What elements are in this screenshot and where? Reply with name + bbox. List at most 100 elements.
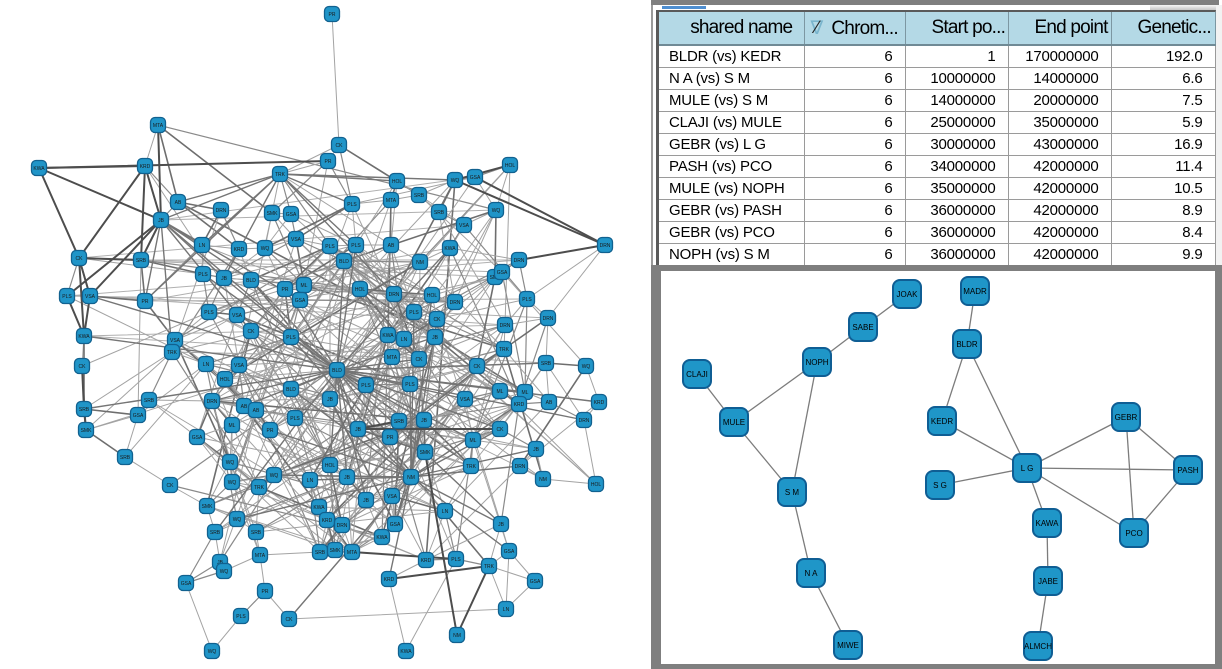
svg-text:PLS: PLS <box>405 382 415 388</box>
svg-text:SMK: SMK <box>330 548 342 554</box>
svg-text:AB: AB <box>175 200 182 206</box>
svg-text:SRB: SRB <box>394 419 405 425</box>
svg-text:JABE: JABE <box>1038 577 1058 586</box>
svg-text:NM: NM <box>539 477 547 483</box>
svg-text:WQ: WQ <box>261 246 270 252</box>
svg-text:MTA: MTA <box>153 123 164 129</box>
svg-text:MTA: MTA <box>255 553 266 559</box>
svg-text:GSA: GSA <box>390 522 401 528</box>
svg-text:PLS: PLS <box>204 310 214 316</box>
svg-text:ML: ML <box>301 283 308 289</box>
svg-text:WQ: WQ <box>270 473 279 479</box>
svg-text:WQ: WQ <box>208 649 217 655</box>
svg-text:JB: JB <box>344 475 351 481</box>
svg-text:WQ: WQ <box>451 178 460 184</box>
svg-text:WQ: WQ <box>220 569 229 575</box>
svg-text:KWA: KWA <box>376 535 388 541</box>
svg-text:KRD: KRD <box>322 518 333 524</box>
svg-text:PASH: PASH <box>1177 466 1198 475</box>
svg-text:PLS: PLS <box>325 244 335 250</box>
svg-text:DRN: DRN <box>450 300 461 306</box>
svg-text:LN: LN <box>307 478 314 484</box>
svg-text:GSA: GSA <box>530 579 541 585</box>
svg-text:JB: JB <box>533 447 540 453</box>
svg-text:TRK: TRK <box>254 485 265 491</box>
svg-text:SRB: SRB <box>541 361 552 367</box>
svg-text:PR: PR <box>282 287 289 293</box>
svg-text:PLS: PLS <box>451 557 461 563</box>
svg-text:TRK: TRK <box>466 464 477 470</box>
svg-text:KRD: KRD <box>140 164 151 170</box>
svg-text:GSA: GSA <box>470 175 481 181</box>
svg-text:BLD: BLD <box>246 278 256 284</box>
svg-text:SMK: SMK <box>81 428 93 434</box>
svg-text:NM: NM <box>416 260 424 266</box>
svg-text:S M: S M <box>785 488 800 497</box>
svg-text:SRB: SRB <box>144 398 155 404</box>
svg-text:KRD: KRD <box>594 400 605 406</box>
svg-text:SMK: SMK <box>267 211 279 217</box>
svg-text:CK: CK <box>248 329 256 335</box>
svg-text:LN: LN <box>203 362 210 368</box>
svg-text:SRB: SRB <box>251 530 262 536</box>
svg-text:TRK: TRK <box>275 172 286 178</box>
svg-text:JB: JB <box>363 498 370 504</box>
svg-text:SRB: SRB <box>136 258 147 264</box>
svg-text:VSA: VSA <box>170 338 181 344</box>
svg-text:KWA: KWA <box>444 246 456 252</box>
svg-text:MIWE: MIWE <box>837 641 859 650</box>
svg-text:PR: PR <box>267 428 274 434</box>
svg-text:WQ: WQ <box>492 208 501 214</box>
svg-text:WQ: WQ <box>228 480 237 486</box>
svg-text:KRD: KRD <box>421 558 432 564</box>
svg-text:VSA: VSA <box>460 397 471 403</box>
svg-text:TRK: TRK <box>167 350 178 356</box>
svg-text:JB: JB <box>327 397 334 403</box>
svg-text:VSA: VSA <box>459 223 470 229</box>
svg-text:KAWA: KAWA <box>1036 519 1060 528</box>
svg-text:PLS: PLS <box>198 272 208 278</box>
svg-text:GSA: GSA <box>295 298 306 304</box>
svg-text:DRN: DRN <box>337 523 348 529</box>
svg-text:SRB: SRB <box>315 550 326 556</box>
svg-text:LN: LN <box>401 337 408 343</box>
svg-text:WQ: WQ <box>233 517 242 523</box>
svg-text:KEDR: KEDR <box>931 417 953 426</box>
svg-text:SABE: SABE <box>852 323 873 332</box>
svg-text:KWA: KWA <box>33 166 45 172</box>
svg-text:VSA: VSA <box>85 294 96 300</box>
svg-text:DRN: DRN <box>600 243 611 249</box>
svg-text:SRB: SRB <box>434 210 445 216</box>
svg-text:CK: CK <box>286 617 294 623</box>
svg-text:JB: JB <box>355 427 362 433</box>
svg-text:HOL: HOL <box>505 163 516 169</box>
svg-text:BLD: BLD <box>286 387 296 393</box>
svg-text:VSA: VSA <box>387 494 398 500</box>
svg-text:SRB: SRB <box>414 193 425 199</box>
svg-text:KRD: KRD <box>384 577 395 583</box>
svg-text:NM: NM <box>407 475 415 481</box>
svg-text:CK: CK <box>336 143 344 149</box>
svg-text:PR: PR <box>262 589 269 595</box>
svg-text:PLS: PLS <box>347 202 357 208</box>
svg-text:BLD: BLD <box>339 259 349 265</box>
svg-text:JB: JB <box>432 335 439 341</box>
svg-text:LN: LN <box>442 509 449 515</box>
svg-text:GSA: GSA <box>504 549 515 555</box>
svg-text:AB: AB <box>253 408 260 414</box>
svg-text:DRN: DRN <box>515 464 526 470</box>
svg-text:JB: JB <box>498 522 505 528</box>
svg-text:CK: CK <box>474 364 482 370</box>
svg-text:DRN: DRN <box>500 323 511 329</box>
svg-text:HOL: HOL <box>427 293 438 299</box>
svg-text:NM: NM <box>453 633 461 639</box>
svg-text:PLS: PLS <box>409 310 419 316</box>
svg-text:CK: CK <box>79 364 87 370</box>
svg-text:PR: PR <box>142 299 149 305</box>
svg-text:DRN: DRN <box>389 292 400 298</box>
svg-text:AB: AB <box>388 243 395 249</box>
svg-text:MTA: MTA <box>387 355 398 361</box>
svg-text:BLD: BLD <box>332 368 342 374</box>
svg-text:AB: AB <box>546 400 553 406</box>
svg-text:PLS: PLS <box>290 416 300 422</box>
